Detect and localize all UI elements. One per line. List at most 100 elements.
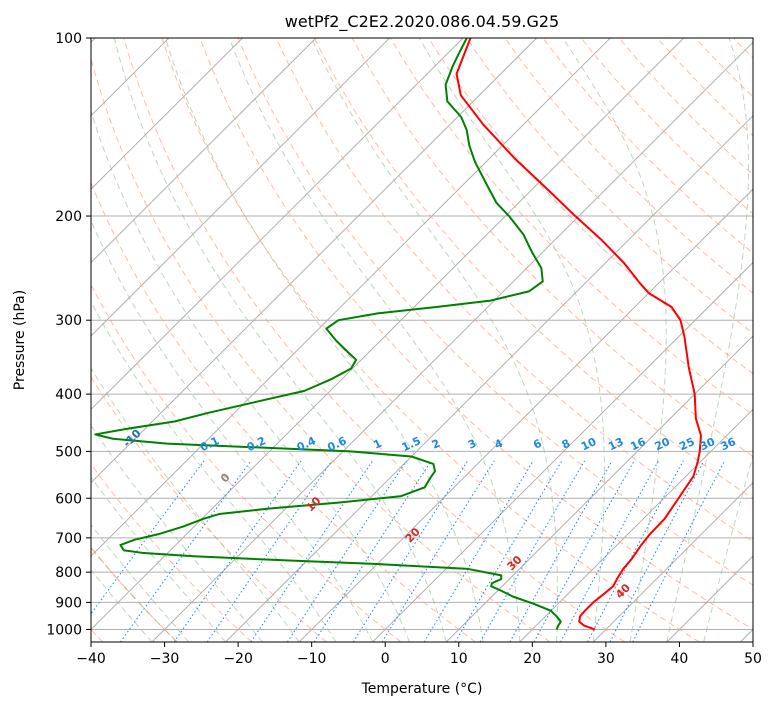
isotherm-line bbox=[225, 115, 753, 642]
isotherm-line bbox=[445, 335, 753, 642]
mixing-ratio-line bbox=[206, 460, 333, 642]
dry-adiabat-line bbox=[694, 38, 753, 98]
mixing-ratio-line bbox=[560, 460, 659, 642]
y-tick-label: 200 bbox=[55, 209, 82, 225]
mixing-ratio-line bbox=[250, 460, 374, 642]
moist-adiabat-line bbox=[91, 424, 263, 642]
mixing-ratio-label: 16 bbox=[628, 435, 648, 453]
mixing-ratio-label: 6 bbox=[531, 437, 544, 452]
moist-adiabat-line bbox=[91, 569, 153, 642]
dry-adiabat-line bbox=[504, 38, 753, 294]
isotherm-line bbox=[592, 481, 753, 642]
mixing-ratio-line bbox=[423, 460, 534, 642]
dry-adiabat-line bbox=[351, 38, 753, 458]
moist-adiabat-line bbox=[228, 38, 521, 642]
mixing-ratio-line bbox=[533, 460, 635, 642]
moist-adiabat-line bbox=[310, 38, 558, 642]
dry-adiabat-line bbox=[542, 38, 753, 254]
dry-adiabat-line bbox=[91, 56, 551, 642]
mixing-ratio-line bbox=[352, 460, 469, 642]
mixing-ratio-label: 2 bbox=[430, 437, 442, 452]
mixing-ratio-line bbox=[479, 460, 586, 642]
dry-adiabat-line bbox=[275, 38, 753, 543]
mixing-ratio-label: 36 bbox=[719, 435, 739, 453]
sounding-series-line bbox=[94, 38, 562, 630]
isotherm-line bbox=[666, 555, 753, 642]
moist-adiabat-line bbox=[666, 38, 750, 642]
moist-adiabat-line bbox=[562, 38, 667, 642]
mixing-ratio-label: 20 bbox=[653, 435, 673, 453]
moist-adiabat-line bbox=[91, 367, 300, 642]
x-tick-label: −20 bbox=[223, 651, 253, 667]
x-tick-label: 0 bbox=[381, 651, 390, 667]
mixing-ratio-line bbox=[120, 460, 252, 642]
x-tick-label: 20 bbox=[523, 651, 541, 667]
x-tick-label: 40 bbox=[671, 651, 689, 667]
moist-adiabat-line bbox=[91, 300, 337, 642]
isotherm-line bbox=[372, 261, 753, 642]
y-tick-label: 900 bbox=[55, 595, 82, 611]
mixing-ratio-line bbox=[286, 460, 407, 642]
mixing-ratio-line bbox=[313, 460, 432, 642]
mixing-ratio-line bbox=[381, 460, 495, 642]
dry-adiabat-line bbox=[466, 38, 753, 334]
mixing-ratio-label: 30 bbox=[698, 435, 718, 453]
moist-adiabat-line bbox=[703, 453, 753, 642]
x-tick-label: 10 bbox=[450, 651, 468, 667]
sounding-series-line bbox=[455, 38, 702, 631]
y-tick-label: 600 bbox=[55, 491, 82, 507]
isotherm-line bbox=[151, 41, 753, 642]
dry-adiabat-line bbox=[91, 283, 402, 642]
x-tick-label: 50 bbox=[744, 651, 762, 667]
y-tick-label: 800 bbox=[55, 565, 82, 581]
mixing-ratio-label: 25 bbox=[677, 435, 696, 453]
dry-adiabat-line bbox=[618, 38, 753, 176]
mixing-ratio-label: 13 bbox=[606, 435, 625, 453]
mixing-ratio-line bbox=[454, 460, 563, 642]
dry-adiabat-line bbox=[237, 38, 753, 586]
y-axis: 100 200 300 400 500 600 700 800 900 1000 bbox=[46, 31, 91, 638]
mixing-ratio-label: 10 bbox=[579, 435, 599, 453]
x-axis-title: Temperature (°C) bbox=[361, 681, 483, 697]
dry-adiabat-line bbox=[313, 38, 753, 500]
y-axis-title: Pressure (hPa) bbox=[12, 290, 28, 390]
mixing-ratio-line bbox=[632, 460, 726, 642]
x-tick-label: −40 bbox=[76, 651, 106, 667]
dry-adiabat-line bbox=[91, 181, 476, 642]
x-tick-label: 30 bbox=[597, 651, 615, 667]
isotherm-line bbox=[91, 38, 243, 190]
x-axis: −40 −30 −20 −10 0 10 20 30 40 50 bbox=[76, 642, 762, 667]
isotherm-line bbox=[91, 38, 685, 631]
moist-adiabat-line bbox=[113, 38, 447, 642]
dry-adiabat-line bbox=[199, 38, 753, 631]
x-tick-label: −10 bbox=[297, 651, 327, 667]
mixing-ratio-line bbox=[173, 460, 302, 642]
isotherm-line bbox=[91, 38, 538, 484]
dry-adiabat-line bbox=[772, 38, 775, 642]
y-tick-label: 700 bbox=[55, 531, 82, 547]
isotherm-line bbox=[91, 38, 464, 410]
isotherm-line bbox=[519, 408, 753, 642]
chart-title: wetPf2_C2E2.2020.086.04.59.G25 bbox=[285, 12, 559, 32]
y-tick-label: 1000 bbox=[46, 622, 82, 638]
isotherm-line bbox=[91, 38, 390, 337]
dry-adiabat-line bbox=[91, 376, 327, 642]
moist-adiabat-line bbox=[91, 476, 226, 642]
dry-adiabat-label: 40 bbox=[613, 581, 633, 601]
plot-frame bbox=[90, 37, 754, 643]
y-tick-label: 500 bbox=[55, 444, 82, 460]
dry-adiabat-label: 30 bbox=[505, 553, 525, 573]
plot-background-lines bbox=[91, 38, 775, 642]
y-tick-label: 100 bbox=[55, 31, 82, 47]
moist-adiabat-line bbox=[164, 38, 484, 642]
dry-adiabat-line bbox=[580, 38, 753, 215]
dry-adiabat-line bbox=[123, 38, 625, 642]
x-tick-label: −30 bbox=[150, 651, 180, 667]
y-tick-label: 300 bbox=[55, 313, 82, 329]
mixing-ratio-line bbox=[509, 460, 613, 642]
moist-adiabat-line bbox=[91, 219, 374, 642]
isotherm-line bbox=[91, 38, 317, 264]
isotherm-line bbox=[91, 38, 611, 557]
y-tick-label: 400 bbox=[55, 387, 82, 403]
